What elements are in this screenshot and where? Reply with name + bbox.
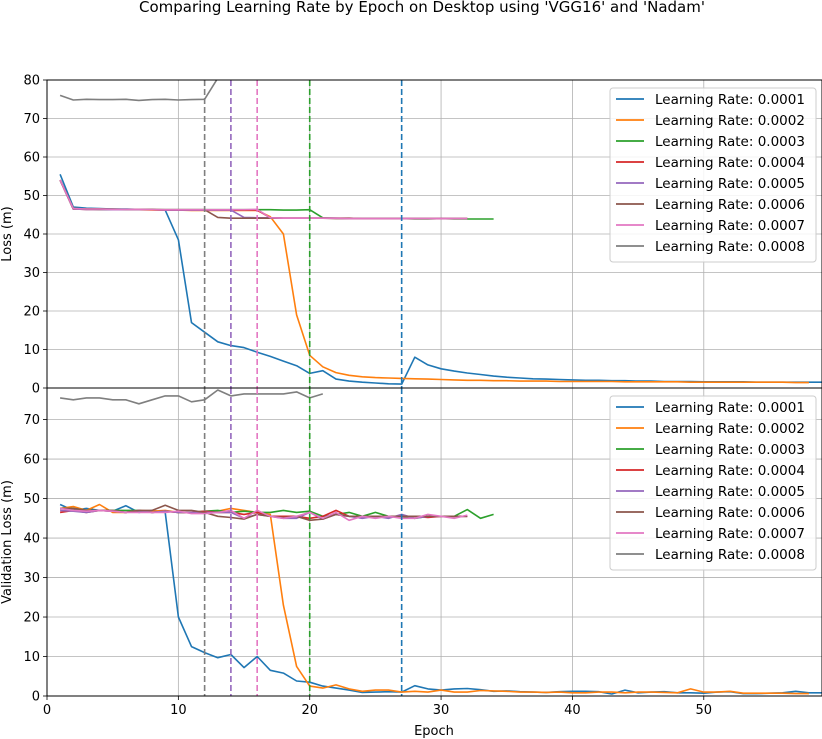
- x-tick-label: 0: [43, 703, 51, 718]
- y-tick-label: 80: [23, 74, 40, 89]
- y-axis-label: Validation Loss (m): [0, 480, 15, 604]
- chart-panels: 0 10 20 30 40 50 60 70 80 Loss (m) Learning Rate: …: [0, 74, 822, 718]
- x-axis-label: Epoch: [414, 724, 454, 739]
- x-tick-label: 30: [433, 703, 450, 718]
- x-tick-label: 40: [564, 703, 581, 718]
- legend-entry-2: Learning Rate: 0.0002: [655, 113, 805, 129]
- legend-entry-4: Learning Rate: 0.0004: [655, 463, 805, 479]
- y-tick-label: 20: [23, 305, 40, 320]
- panel-1: 0 10 20 30 40 50 60 70 80 Loss (m) Learning Rate: …: [0, 74, 822, 397]
- legend: Learning Rate: 0.0001 Learning Rate: 0.00…: [609, 87, 817, 263]
- legend-entry-8: Learning Rate: 0.0008: [655, 547, 805, 563]
- chart-title: Comparing Learning Rate by Epoch on Desk…: [139, 0, 705, 16]
- y-tick-label: 30: [23, 266, 40, 281]
- y-tick-label: 10: [23, 650, 40, 665]
- legend-entry-2: Learning Rate: 0.0002: [655, 421, 805, 437]
- plot-area: [59, 388, 822, 696]
- legend-entry-7: Learning Rate: 0.0007: [655, 526, 805, 542]
- legend: Learning Rate: 0.0001 Learning Rate: 0.00…: [609, 395, 817, 571]
- y-tick-label: 0: [32, 690, 40, 705]
- series-line-8: [59, 389, 324, 405]
- series-line-8: [59, 80, 218, 102]
- axes-frame: [46, 387, 822, 697]
- series-line-7: [59, 179, 468, 220]
- legend-box: [609, 87, 817, 263]
- legend-box: [609, 395, 817, 571]
- y-tick-label: 20: [23, 611, 40, 626]
- x-axis: 0 10 20 30 40 50: [43, 696, 712, 718]
- y-tick-label: 70: [23, 112, 40, 127]
- y-tick-label: 40: [23, 228, 40, 243]
- legend-entry-6: Learning Rate: 0.0006: [655, 197, 805, 213]
- legend-entry-8: Learning Rate: 0.0008: [655, 239, 805, 255]
- legend-entry-5: Learning Rate: 0.0005: [655, 484, 805, 500]
- y-axis-label: Loss (m): [0, 206, 15, 261]
- y-tick-label: 40: [23, 532, 40, 547]
- x-tick-label: 50: [696, 703, 713, 718]
- legend-entry-3: Learning Rate: 0.0003: [655, 134, 805, 150]
- plot-area: [59, 80, 822, 388]
- y-tick-label: 60: [23, 151, 40, 166]
- legend-entry-1: Learning Rate: 0.0001: [655, 92, 805, 108]
- legend-entry-4: Learning Rate: 0.0004: [655, 155, 805, 171]
- y-tick-label: 50: [23, 492, 40, 507]
- panel-2: 0 10 20 30 40 50 60 70 Validation Loss (m) Learni…: [0, 387, 822, 705]
- legend-entry-6: Learning Rate: 0.0006: [655, 505, 805, 521]
- y-tick-label: 70: [23, 413, 40, 428]
- legend-entry-1: Learning Rate: 0.0001: [655, 400, 805, 416]
- legend-entry-3: Learning Rate: 0.0003: [655, 442, 805, 458]
- x-tick-label: 10: [170, 703, 187, 718]
- series-line-7: [59, 507, 468, 522]
- y-tick-label: 0: [32, 382, 40, 397]
- y-tick-label: 50: [23, 189, 40, 204]
- legend-entry-5: Learning Rate: 0.0005: [655, 176, 805, 192]
- y-tick-label: 60: [23, 453, 40, 468]
- legend-entry-7: Learning Rate: 0.0007: [655, 218, 805, 234]
- y-tick-label: 10: [23, 343, 40, 358]
- y-tick-label: 30: [23, 571, 40, 586]
- series-line-3: [59, 179, 494, 220]
- x-tick-label: 20: [301, 703, 318, 718]
